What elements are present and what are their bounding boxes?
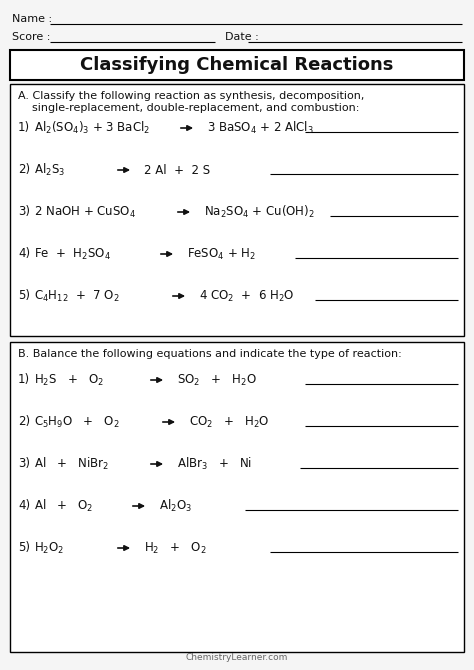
Text: Al$_2$O$_3$: Al$_2$O$_3$ xyxy=(159,498,192,514)
Text: C$_4$H$_{12}$  +  7 O$_2$: C$_4$H$_{12}$ + 7 O$_2$ xyxy=(34,289,119,304)
Text: 3): 3) xyxy=(18,458,30,470)
Text: 1): 1) xyxy=(18,373,30,387)
Text: 1): 1) xyxy=(18,121,30,135)
Text: FeSO$_4$ + H$_2$: FeSO$_4$ + H$_2$ xyxy=(187,247,256,261)
FancyBboxPatch shape xyxy=(10,84,464,336)
Text: Fe  +  H$_2$SO$_4$: Fe + H$_2$SO$_4$ xyxy=(34,247,111,261)
Text: 3): 3) xyxy=(18,206,30,218)
Text: A. Classify the following reaction as synthesis, decomposition,: A. Classify the following reaction as sy… xyxy=(18,91,365,101)
FancyBboxPatch shape xyxy=(10,342,464,652)
Text: Score :: Score : xyxy=(12,32,50,42)
Text: ChemistryLearner.com: ChemistryLearner.com xyxy=(186,653,288,663)
Text: 4): 4) xyxy=(18,500,30,513)
Text: single-replacement, double-replacement, and combustion:: single-replacement, double-replacement, … xyxy=(18,103,359,113)
Text: B. Balance the following equations and indicate the type of reaction:: B. Balance the following equations and i… xyxy=(18,349,402,359)
Text: 2 Al  +  2 S: 2 Al + 2 S xyxy=(144,163,210,176)
Text: 4): 4) xyxy=(18,247,30,261)
Text: C$_5$H$_9$O   +   O$_2$: C$_5$H$_9$O + O$_2$ xyxy=(34,415,120,429)
Text: Date :: Date : xyxy=(225,32,259,42)
Text: Na$_2$SO$_4$ + Cu(OH)$_2$: Na$_2$SO$_4$ + Cu(OH)$_2$ xyxy=(204,204,315,220)
Text: Al   +   O$_2$: Al + O$_2$ xyxy=(34,498,93,514)
Text: 5): 5) xyxy=(18,541,30,555)
Text: 5): 5) xyxy=(18,289,30,302)
Text: H$_2$O$_2$: H$_2$O$_2$ xyxy=(34,541,64,555)
Text: Classifying Chemical Reactions: Classifying Chemical Reactions xyxy=(80,56,394,74)
Text: 4 CO$_2$  +  6 H$_2$O: 4 CO$_2$ + 6 H$_2$O xyxy=(199,289,294,304)
Text: CO$_2$   +   H$_2$O: CO$_2$ + H$_2$O xyxy=(189,415,270,429)
Text: Al$_2$(SO$_4$)$_3$ + 3 BaCl$_2$: Al$_2$(SO$_4$)$_3$ + 3 BaCl$_2$ xyxy=(34,120,150,136)
Text: 2): 2) xyxy=(18,163,30,176)
Text: 2): 2) xyxy=(18,415,30,429)
Text: Al$_2$S$_3$: Al$_2$S$_3$ xyxy=(34,162,65,178)
Text: 2 NaOH + CuSO$_4$: 2 NaOH + CuSO$_4$ xyxy=(34,204,136,220)
FancyBboxPatch shape xyxy=(10,50,464,80)
Text: AlBr$_3$   +   Ni: AlBr$_3$ + Ni xyxy=(177,456,252,472)
Text: H$_2$   +   O$_2$: H$_2$ + O$_2$ xyxy=(144,541,207,555)
Text: Name :: Name : xyxy=(12,14,52,24)
Text: Al   +   NiBr$_2$: Al + NiBr$_2$ xyxy=(34,456,109,472)
Text: SO$_2$   +   H$_2$O: SO$_2$ + H$_2$O xyxy=(177,373,257,387)
Text: H$_2$S   +   O$_2$: H$_2$S + O$_2$ xyxy=(34,373,104,387)
Text: 3 BaSO$_4$ + 2 AlCl$_3$: 3 BaSO$_4$ + 2 AlCl$_3$ xyxy=(207,120,314,136)
